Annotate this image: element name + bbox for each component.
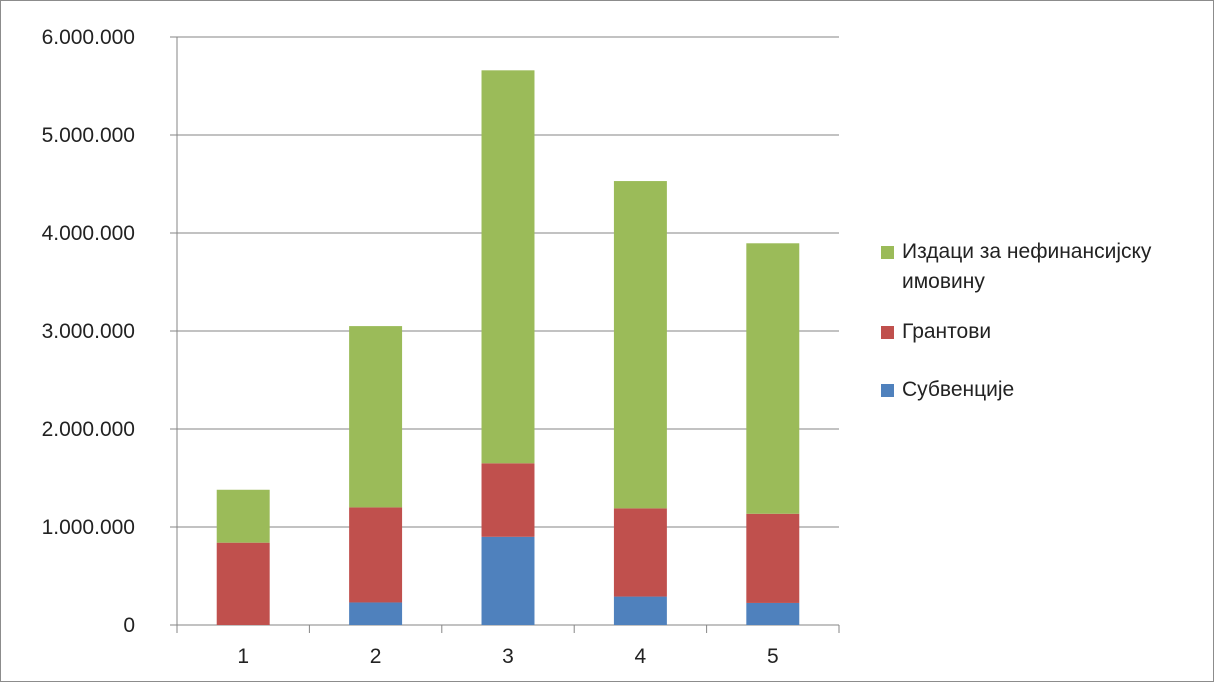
legend-label: Грантови xyxy=(902,320,992,343)
y-tick-label: 4.000.000 xyxy=(42,222,135,245)
legend-item: Грантови xyxy=(881,317,1201,347)
bar-segment xyxy=(746,243,800,514)
x-tick-label: 1 xyxy=(237,645,249,668)
x-tick-label: 4 xyxy=(635,645,647,668)
y-tick-label: 1.000.000 xyxy=(42,516,135,539)
x-tick-label: 5 xyxy=(767,645,779,668)
legend-swatch xyxy=(881,384,894,397)
bar-segment xyxy=(349,602,403,625)
legend-label: Субвенције xyxy=(902,378,1015,401)
bar-segment xyxy=(349,507,403,603)
y-tick-label: 3.000.000 xyxy=(42,320,135,343)
bar-segment xyxy=(613,181,667,509)
x-tick-label: 3 xyxy=(502,645,514,668)
x-tick-label: 2 xyxy=(370,645,382,668)
bar-segment xyxy=(746,602,800,625)
bar-segment xyxy=(481,536,535,625)
bar-segment xyxy=(613,508,667,597)
y-tick-label: 0 xyxy=(123,614,135,637)
legend-swatch xyxy=(881,246,894,259)
y-tick-label: 5.000.000 xyxy=(42,124,135,147)
legend-label: Издаци за нефинансијску имовину xyxy=(902,240,1152,293)
legend-item: Субвенције xyxy=(881,375,1201,405)
bar-segment xyxy=(746,513,800,603)
bar-segment xyxy=(216,542,270,625)
legend-swatch xyxy=(881,326,894,339)
y-tick-label: 6.000.000 xyxy=(42,26,135,49)
bar-segment xyxy=(481,463,535,537)
bar-segment xyxy=(349,326,403,508)
bar-segment xyxy=(216,489,270,543)
legend: Издаци за нефинансијску имовину Грантови С… xyxy=(881,237,1201,405)
y-tick-label: 2.000.000 xyxy=(42,418,135,441)
bar-segment xyxy=(613,596,667,625)
bar-segment xyxy=(481,70,535,464)
legend-item: Издаци за нефинансијску имовину xyxy=(881,237,1201,297)
